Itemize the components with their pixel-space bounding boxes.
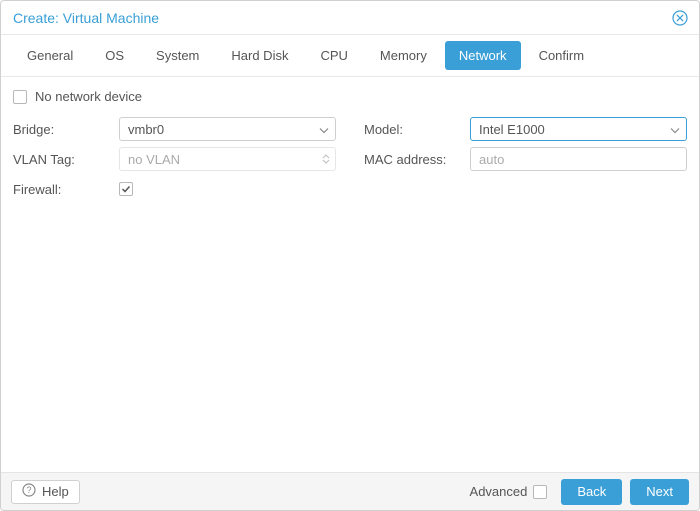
- mac-input[interactable]: auto: [470, 147, 687, 171]
- vlan-placeholder: no VLAN: [128, 152, 180, 167]
- tab-network[interactable]: Network: [445, 41, 521, 70]
- svg-text:?: ?: [26, 485, 31, 495]
- tab-os[interactable]: OS: [91, 41, 138, 70]
- chevron-down-icon: [670, 122, 680, 137]
- no-network-label: No network device: [35, 89, 142, 104]
- form-grid: Bridge: vmbr0 Model: Intel E1000: [13, 114, 687, 204]
- model-field: Model: Intel E1000: [364, 114, 687, 144]
- no-network-row: No network device: [13, 89, 687, 104]
- close-icon[interactable]: [671, 9, 689, 27]
- bridge-value: vmbr0: [128, 122, 164, 137]
- empty-field: [364, 174, 687, 204]
- next-button[interactable]: Next: [630, 479, 689, 505]
- window-title: Create: Virtual Machine: [13, 10, 159, 26]
- tab-hard-disk[interactable]: Hard Disk: [217, 41, 302, 70]
- model-label: Model:: [364, 122, 470, 137]
- firewall-field: Firewall:: [13, 174, 336, 204]
- mac-placeholder: auto: [479, 152, 504, 167]
- bridge-field: Bridge: vmbr0: [13, 114, 336, 144]
- model-value: Intel E1000: [479, 122, 545, 137]
- tab-system[interactable]: System: [142, 41, 213, 70]
- help-icon: ?: [22, 483, 36, 500]
- vlan-field: VLAN Tag: no VLAN: [13, 144, 336, 174]
- tab-bar: General OS System Hard Disk CPU Memory N…: [1, 35, 699, 77]
- back-button[interactable]: Back: [561, 479, 622, 505]
- help-button[interactable]: ? Help: [11, 480, 80, 504]
- bridge-label: Bridge:: [13, 122, 119, 137]
- advanced-toggle: Advanced: [470, 484, 548, 499]
- chevron-down-icon: [319, 122, 329, 137]
- bridge-combo[interactable]: vmbr0: [119, 117, 336, 141]
- dialog-window: Create: Virtual Machine General OS Syste…: [0, 0, 700, 511]
- vlan-label: VLAN Tag:: [13, 152, 119, 167]
- help-label: Help: [42, 484, 69, 499]
- tab-memory[interactable]: Memory: [366, 41, 441, 70]
- mac-field: MAC address: auto: [364, 144, 687, 174]
- footer: ? Help Advanced Back Next: [1, 472, 699, 510]
- firewall-checkbox[interactable]: [119, 182, 133, 196]
- spinner-arrows-icon: [322, 154, 330, 164]
- no-network-checkbox[interactable]: [13, 90, 27, 104]
- content-area: No network device Bridge: vmbr0 Model:: [1, 77, 699, 472]
- titlebar: Create: Virtual Machine: [1, 1, 699, 35]
- tab-cpu[interactable]: CPU: [306, 41, 361, 70]
- tab-general[interactable]: General: [13, 41, 87, 70]
- advanced-checkbox[interactable]: [533, 485, 547, 499]
- model-combo[interactable]: Intel E1000: [470, 117, 687, 141]
- tab-confirm[interactable]: Confirm: [525, 41, 599, 70]
- firewall-label: Firewall:: [13, 182, 119, 197]
- advanced-label: Advanced: [470, 484, 528, 499]
- mac-label: MAC address:: [364, 152, 470, 167]
- vlan-spinner[interactable]: no VLAN: [119, 147, 336, 171]
